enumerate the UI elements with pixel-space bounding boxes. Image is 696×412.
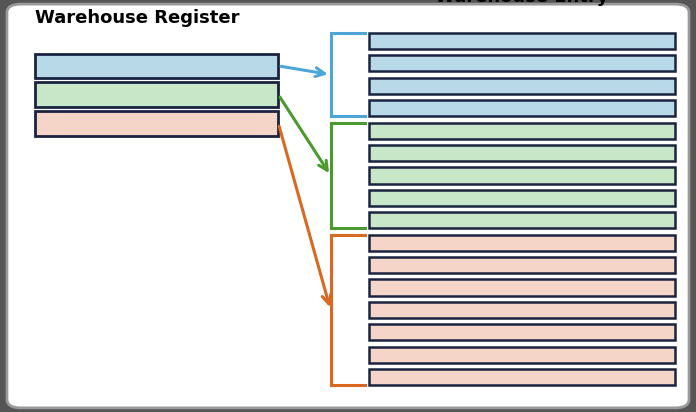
Bar: [35, 82, 278, 107]
Bar: [369, 190, 675, 206]
Bar: [369, 279, 675, 295]
Bar: [369, 100, 675, 116]
Bar: [369, 212, 675, 228]
Text: Warehouse Entry: Warehouse Entry: [435, 0, 609, 6]
Bar: [35, 111, 278, 136]
Bar: [369, 55, 675, 72]
Bar: [369, 123, 675, 139]
Bar: [369, 346, 675, 363]
Text: Warehouse Register: Warehouse Register: [35, 9, 239, 27]
Bar: [369, 78, 675, 94]
Bar: [369, 257, 675, 273]
Bar: [369, 302, 675, 318]
Bar: [369, 145, 675, 161]
Bar: [369, 369, 675, 385]
Bar: [369, 324, 675, 340]
Bar: [369, 167, 675, 183]
Bar: [369, 234, 675, 251]
Bar: [369, 33, 675, 49]
Bar: [35, 54, 278, 78]
